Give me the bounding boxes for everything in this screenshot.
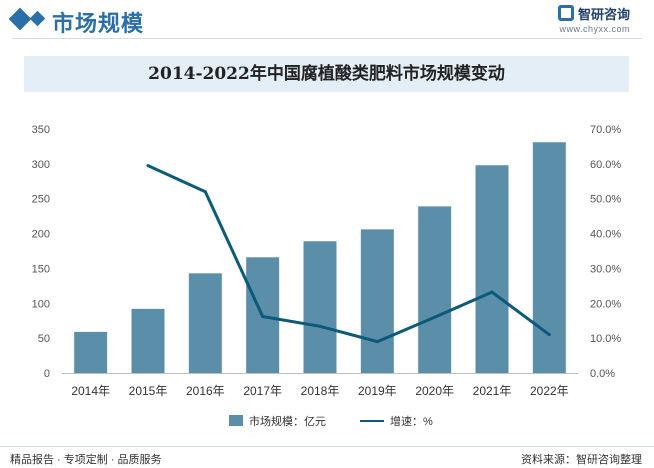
header-divider	[12, 38, 642, 39]
growth-point	[547, 333, 551, 337]
brand-url: www.chyxx.com	[559, 24, 630, 34]
y-left-tick-label: 200	[32, 229, 50, 241]
diamond-small-icon	[29, 10, 46, 27]
brand-name: 智研咨询	[577, 7, 630, 22]
growth-point	[203, 190, 207, 194]
growth-point	[490, 290, 494, 294]
bar	[188, 273, 222, 373]
combo-chart: 0 50 100 150 200 250 300 350 0.0% 10.0% 20.0% 30.0%…	[32, 124, 622, 398]
chart-title-box: 2014-2022年中国腐植酸类肥料市场规模变动	[24, 56, 629, 92]
y-right-tick-label: 40.0%	[590, 229, 621, 241]
y-left-tick-label: 300	[32, 159, 50, 171]
x-tick-label: 2018年	[301, 384, 340, 398]
bar	[303, 241, 337, 373]
chart-title: 2014-2022年中国腐植酸类肥料市场规模变动	[148, 64, 505, 84]
x-tick-label: 2015年	[129, 384, 168, 398]
y-left-tick-label: 50	[38, 333, 50, 345]
y-left-tick-label: 150	[32, 263, 50, 275]
y-right-tick-label: 10.0%	[590, 333, 621, 345]
y-left-tick-label: 250	[32, 194, 50, 206]
footer-source: 资料来源：智研咨询整理	[521, 454, 642, 466]
section-title: 市场规模	[52, 11, 145, 36]
bar	[360, 229, 394, 373]
legend-bar-swatch	[229, 415, 243, 426]
y-left-tick-label: 0	[44, 368, 50, 380]
x-tick-label: 2014年	[71, 384, 110, 398]
growth-point	[375, 340, 379, 344]
bar	[418, 206, 452, 373]
footer: 精品报告 · 专项定制 · 品质服务 资料来源：智研咨询整理	[0, 446, 654, 468]
growth-point	[318, 324, 322, 328]
top-header: 市场规模 智研咨询 www.chyxx.com	[0, 0, 654, 40]
y-right-tick-label: 50.0%	[590, 194, 621, 206]
x-tick-label: 2019年	[358, 384, 397, 398]
bar	[475, 165, 509, 373]
y-right-tick-label: 60.0%	[590, 159, 621, 171]
growth-point	[146, 164, 150, 168]
brand-logo-icon	[557, 4, 574, 21]
chart-legend: 市场规模：亿元 增速：%	[0, 412, 654, 430]
y-right-tick-label: 70.0%	[590, 124, 621, 136]
bar	[131, 308, 165, 373]
y-right-tick-label: 30.0%	[590, 263, 621, 275]
y-right-tick-label: 20.0%	[590, 298, 621, 310]
legend-bar-label: 市场规模：亿元	[249, 416, 326, 428]
x-tick-label: 2016年	[186, 384, 225, 398]
diamond-icon	[8, 7, 32, 31]
y-left-tick-label: 100	[32, 298, 50, 310]
x-tick-label: 2021年	[473, 384, 512, 398]
brand-block: 智研咨询 www.chyxx.com	[557, 4, 630, 34]
legend-line-label: 增速：%	[390, 416, 433, 428]
y-right-tick-label: 0.0%	[590, 368, 615, 380]
growth-point	[261, 315, 265, 319]
legend-line-swatch	[360, 420, 384, 422]
growth-point	[433, 315, 437, 319]
x-tick-label: 2017年	[243, 384, 282, 398]
bar	[532, 142, 566, 373]
growth-line	[147, 164, 551, 344]
x-tick-label: 2020年	[415, 384, 454, 398]
bar	[74, 331, 108, 373]
y-left-tick-label: 350	[32, 124, 50, 136]
footer-tagline: 精品报告 · 专项定制 · 品质服务	[10, 454, 162, 466]
x-tick-label: 2022年	[530, 384, 569, 398]
